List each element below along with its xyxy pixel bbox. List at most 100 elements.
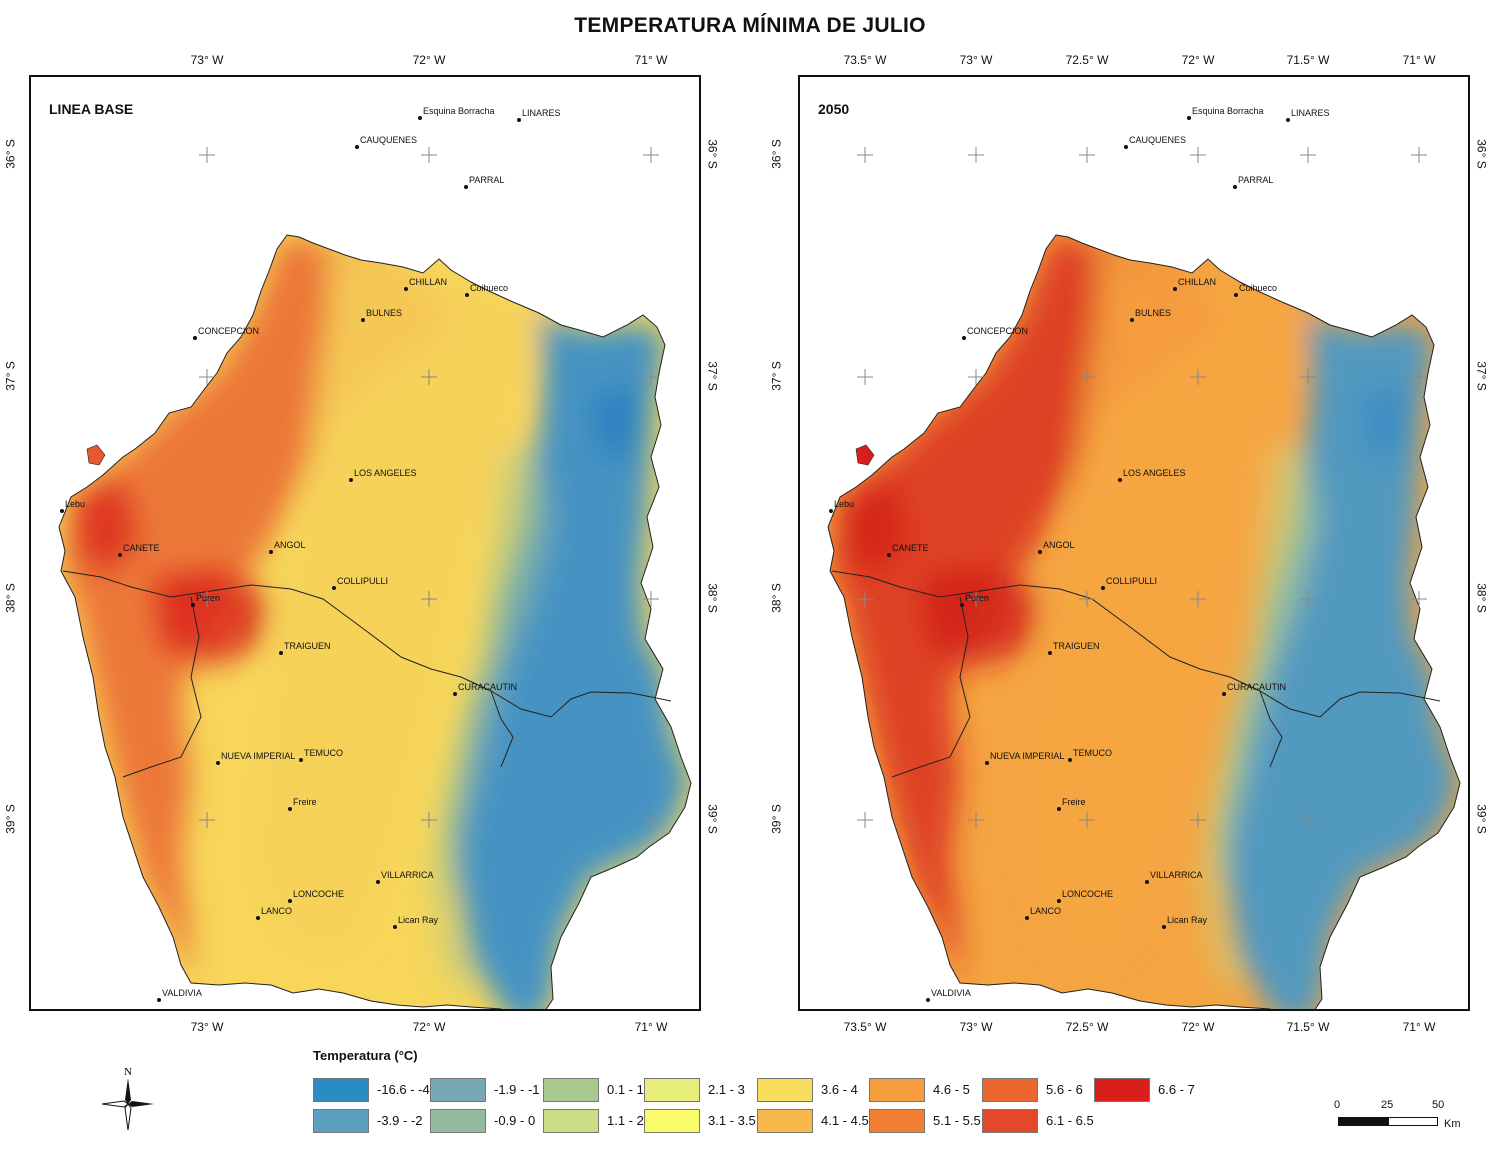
city-label: Lican Ray xyxy=(398,915,439,925)
legend-swatch xyxy=(982,1109,1038,1133)
city-dot xyxy=(926,998,930,1002)
city-label: TRAIGUEN xyxy=(284,641,331,651)
city-label: Puren xyxy=(965,593,990,603)
graticule-cross xyxy=(1190,812,1206,828)
graticule-label: 73° W xyxy=(959,53,993,67)
graticule-cross xyxy=(968,591,984,607)
temperature-zone-yellow xyxy=(1020,255,1308,957)
city-dot xyxy=(962,336,966,340)
scale-label-25: 25 xyxy=(1381,1099,1394,1111)
graticule-label: 73° W xyxy=(959,1020,993,1034)
city-label: Coihueco xyxy=(1239,283,1278,293)
graticule-cross xyxy=(421,147,437,163)
region-boundary-2 xyxy=(1259,690,1283,768)
graticule-label: 72° W xyxy=(1181,1020,1215,1034)
legend-label: 5.6 - 6 xyxy=(1046,1082,1083,1097)
graticule-cross xyxy=(968,369,984,385)
city-dot xyxy=(191,603,195,607)
region-boundary-2 xyxy=(490,690,514,768)
city-dot xyxy=(1234,293,1238,297)
city-label: TEMUCO xyxy=(1073,748,1112,758)
region-boundary-1 xyxy=(122,596,202,778)
graticule-cross xyxy=(1300,591,1316,607)
city-label: LINARES xyxy=(1291,108,1330,118)
graticule-label: 72.5° W xyxy=(1065,1020,1109,1034)
graticule-label: 72° W xyxy=(412,1020,446,1034)
north-label: N xyxy=(124,1066,132,1078)
city-label: VALDIVIA xyxy=(162,988,202,998)
city-label: Esquina Borracha xyxy=(1192,106,1264,116)
legend-label: 4.6 - 5 xyxy=(933,1082,970,1097)
graticule-cross xyxy=(1300,147,1316,163)
city-dot xyxy=(1057,807,1061,811)
map-panel-linea-base: LINEA BASE Esquina Borracha LINARES CAUQUE… xyxy=(29,75,701,1011)
legend-swatch xyxy=(869,1078,925,1102)
city-label: CAUQUENES xyxy=(360,135,418,145)
graticule-label: 73° W xyxy=(190,1020,224,1034)
coastline xyxy=(827,234,1461,1009)
city-label: TEMUCO xyxy=(304,748,343,758)
graticule-label: 36° S xyxy=(705,139,720,169)
city-dot xyxy=(1222,692,1226,696)
graticule-label: 72° W xyxy=(412,53,446,67)
graticule-cross xyxy=(1190,369,1206,385)
city-dot xyxy=(404,287,408,291)
city-label: TRAIGUEN xyxy=(1053,641,1100,651)
city-dot xyxy=(269,550,273,554)
city-dot xyxy=(349,478,353,482)
city-dot xyxy=(361,318,365,322)
graticule-label: 36° S xyxy=(3,139,18,169)
graticule-cross xyxy=(1300,812,1316,828)
graticule-label: 39° S xyxy=(769,804,784,834)
graticule-cross xyxy=(199,147,215,163)
city-label: LOS ANGELES xyxy=(354,468,417,478)
graticule-cross xyxy=(1079,369,1095,385)
city-label: BULNES xyxy=(1135,308,1172,318)
graticule-label: 73° W xyxy=(190,53,224,67)
graticule-label: 39° S xyxy=(1474,804,1489,834)
city-dot xyxy=(1187,116,1191,120)
city-dot xyxy=(1286,118,1290,122)
region-boundary-1 xyxy=(891,596,971,778)
city-dot xyxy=(465,293,469,297)
city-dot xyxy=(60,509,64,513)
temperature-zone-deep xyxy=(920,567,1040,667)
graticule-cross xyxy=(1300,369,1316,385)
graticule-cross xyxy=(1411,147,1427,163)
city-dot xyxy=(960,603,964,607)
graticule-label: 38° S xyxy=(769,583,784,613)
graticule-label: 37° S xyxy=(3,361,18,391)
graticule-cross xyxy=(857,147,873,163)
graticule-cross xyxy=(421,369,437,385)
graticule-label: 71° W xyxy=(634,53,668,67)
map-canvas-linea-base xyxy=(58,116,692,1009)
city-dot xyxy=(1130,318,1134,322)
graticule-cross xyxy=(1079,147,1095,163)
city-dot xyxy=(985,761,989,765)
city-label: LONCOCHE xyxy=(293,889,345,899)
city-label: ANGOL xyxy=(1043,540,1075,550)
graticule-cross xyxy=(1190,591,1206,607)
legend-label: 3.1 - 3.5 xyxy=(708,1113,756,1128)
graticule-label: 71° W xyxy=(1402,53,1436,67)
graticule-label: 73.5° W xyxy=(843,53,887,67)
legend-label: 0.1 - 1 xyxy=(607,1082,644,1097)
city-label: LONCOCHE xyxy=(1062,889,1114,899)
legend-swatch xyxy=(757,1078,813,1102)
legend-swatch xyxy=(543,1078,599,1102)
city-dot xyxy=(256,916,260,920)
city-label: LANCO xyxy=(261,906,293,916)
graticule-cross xyxy=(199,812,215,828)
city-dot xyxy=(887,553,891,557)
legend-swatch xyxy=(313,1078,369,1102)
region-boundary-0 xyxy=(831,570,1441,718)
graticule-cross xyxy=(1079,812,1095,828)
city-label: VILLARRICA xyxy=(381,870,434,880)
city-label: LINARES xyxy=(522,108,561,118)
map-title: TEMPERATURA MÍNIMA DE JULIO xyxy=(574,14,926,37)
city-dot xyxy=(355,145,359,149)
temperature-zone-blue xyxy=(451,313,691,1009)
graticule-cross xyxy=(968,812,984,828)
city-dot xyxy=(1068,758,1072,762)
north-arrow-icon: N xyxy=(101,1066,154,1131)
